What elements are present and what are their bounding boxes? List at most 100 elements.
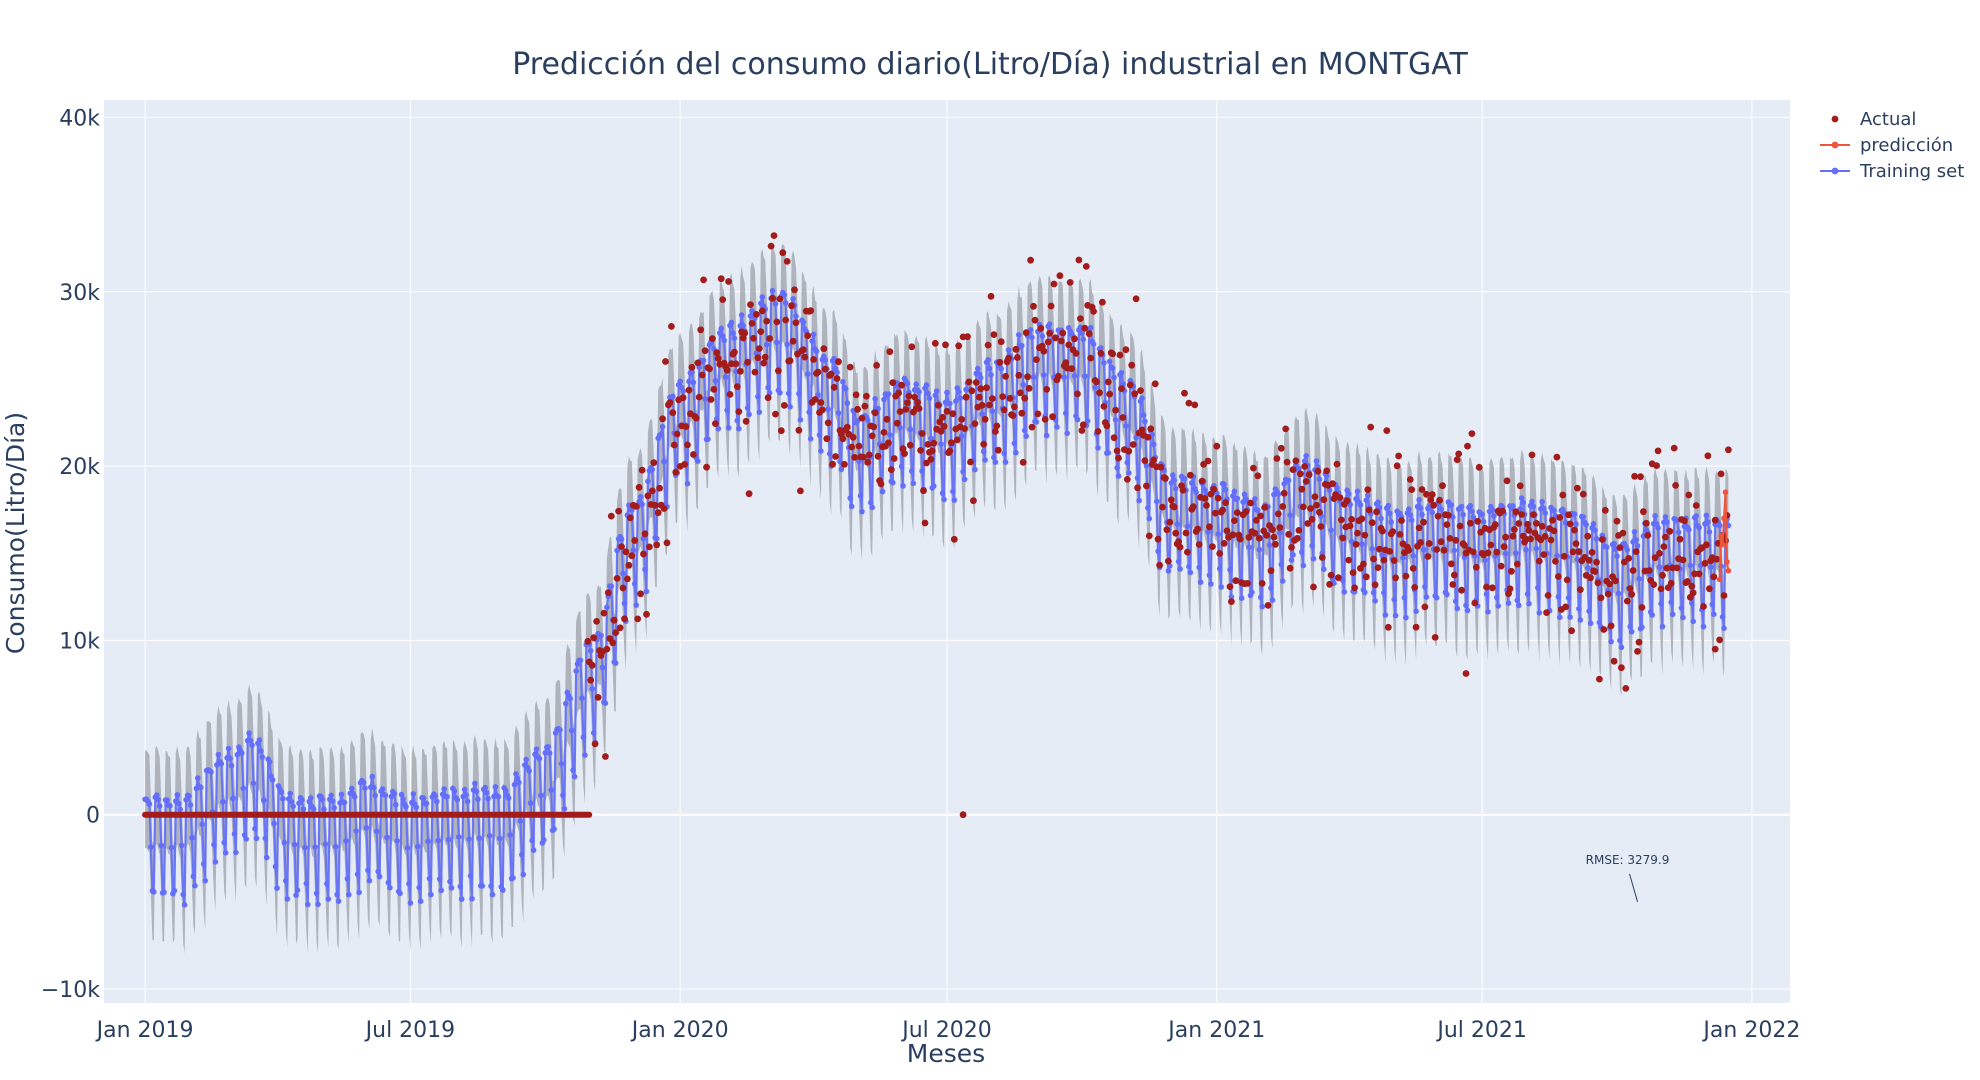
- actual-point: [1660, 543, 1668, 550]
- training-set-point: [1510, 503, 1516, 509]
- actual-point: [1656, 550, 1663, 557]
- actual-point: [663, 539, 671, 547]
- training-set-point: [1700, 623, 1707, 630]
- actual-point: [1016, 389, 1024, 397]
- actual-point: [1311, 493, 1319, 501]
- actual-point: [843, 423, 851, 431]
- training-set-point: [228, 762, 235, 769]
- actual-point: [725, 278, 732, 285]
- training-set-point: [1243, 496, 1249, 502]
- actual-point: [694, 359, 702, 367]
- training-set-point: [724, 407, 730, 414]
- training-set-point: [164, 797, 170, 803]
- training-set-point: [1124, 459, 1131, 466]
- legend-item[interactable]: Actual: [1831, 109, 1917, 130]
- actual-point: [949, 410, 957, 418]
- training-set-point: [649, 466, 656, 473]
- actual-point: [764, 394, 772, 402]
- training-set-point: [826, 450, 833, 457]
- training-set-point: [1416, 497, 1422, 503]
- actual-point: [1402, 572, 1410, 580]
- legend-item[interactable]: predicción: [1820, 135, 1953, 156]
- training-set-point: [1491, 513, 1497, 519]
- training-set-point: [189, 835, 195, 841]
- legend[interactable]: Actual predicción Training set: [1820, 109, 1964, 182]
- actual-point: [1294, 534, 1301, 542]
- training-set-point: [1631, 529, 1638, 535]
- actual-point: [1187, 471, 1194, 479]
- actual-point: [1075, 256, 1083, 264]
- training-set-point: [787, 403, 793, 410]
- training-set-point: [755, 393, 761, 400]
- actual-point: [618, 543, 625, 550]
- actual-point: [1631, 472, 1638, 480]
- actual-point: [950, 535, 958, 543]
- training-set-point: [151, 889, 157, 895]
- training-set-point: [1479, 511, 1485, 518]
- actual-point: [1099, 298, 1106, 306]
- actual-point: [1323, 467, 1331, 475]
- training-set-point: [168, 844, 175, 851]
- training-set-point: [148, 844, 154, 850]
- actual-point: [775, 367, 782, 375]
- training-set-point: [1480, 518, 1487, 525]
- actual-point: [1572, 540, 1580, 547]
- actual-point: [1588, 549, 1596, 556]
- training-set-point: [1611, 540, 1617, 547]
- training-set-point: [1033, 419, 1040, 425]
- training-set-point: [1252, 496, 1258, 502]
- training-set-point: [538, 792, 544, 799]
- training-set-point: [813, 348, 820, 355]
- actual-point: [1632, 548, 1640, 555]
- actual-point: [893, 419, 901, 427]
- actual-point: [887, 466, 895, 473]
- actual-point: [1232, 577, 1240, 585]
- legend-item[interactable]: Training set: [1820, 161, 1964, 182]
- training-set-point: [955, 388, 962, 395]
- actual-point: [904, 399, 911, 407]
- training-set-point: [445, 836, 452, 843]
- actual-point: [625, 561, 633, 569]
- actual-point: [1037, 324, 1045, 332]
- actual-point: [1015, 371, 1023, 379]
- training-set-point: [618, 536, 625, 542]
- training-set-point: [284, 896, 291, 902]
- training-set-point: [725, 425, 732, 431]
- actual-point: [1374, 564, 1382, 571]
- actual-point: [1346, 522, 1354, 530]
- training-set-point: [759, 294, 766, 300]
- training-set-point: [546, 750, 553, 756]
- training-set-point: [463, 792, 469, 798]
- training-set-point: [1215, 531, 1221, 537]
- actual-point: [821, 365, 829, 373]
- actual-point: [1093, 378, 1100, 386]
- training-set-point: [269, 777, 276, 783]
- actual-point: [1412, 623, 1420, 631]
- actual-point: [989, 395, 996, 402]
- actual-point: [934, 402, 942, 409]
- training-set-point: [221, 839, 227, 846]
- actual-point: [660, 505, 668, 512]
- actual-point: [1280, 489, 1288, 497]
- training-set-point: [1299, 549, 1305, 555]
- actual-point: [1406, 476, 1414, 483]
- actual-point: [1229, 531, 1237, 539]
- training-set-point: [604, 604, 610, 610]
- training-set-point: [756, 409, 763, 416]
- training-set-point: [1061, 374, 1068, 381]
- actual-point: [1313, 501, 1320, 509]
- actual-point: [1597, 594, 1605, 602]
- training-set-point: [451, 788, 458, 794]
- training-set-point: [1300, 562, 1307, 569]
- actual-point: [1453, 456, 1461, 464]
- actual-point: [791, 286, 798, 294]
- actual-point: [1194, 525, 1202, 533]
- training-set-point: [1407, 512, 1414, 518]
- actual-point: [1216, 550, 1224, 557]
- actual-point: [681, 461, 688, 468]
- training-set-point: [1301, 458, 1308, 464]
- actual-point: [1204, 457, 1212, 465]
- actual-point: [1236, 535, 1244, 543]
- training-set-point: [822, 357, 829, 363]
- actual-point: [709, 335, 716, 342]
